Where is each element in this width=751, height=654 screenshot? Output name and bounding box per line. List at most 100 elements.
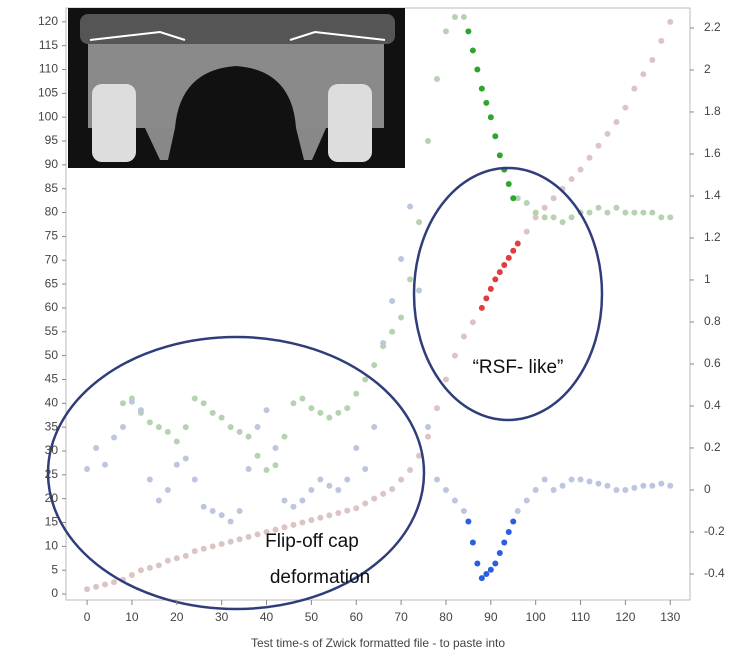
point [219,512,225,518]
x-tick-label: 90 [484,610,498,624]
point [595,205,601,211]
point [317,476,323,482]
point [613,119,619,125]
point [371,424,377,430]
point [344,476,350,482]
y-tick-label: 25 [45,467,59,481]
point [465,28,471,34]
point [407,276,413,282]
point [317,410,323,416]
point [569,476,575,482]
y-tick-label: 85 [45,181,59,195]
point [255,531,261,537]
y2-tick-label: -0.4 [704,566,725,580]
point [398,256,404,262]
point [595,143,601,149]
point [147,565,153,571]
point [452,353,458,359]
point [237,536,243,542]
point [551,487,557,493]
point [84,466,90,472]
point [111,579,117,585]
point [479,575,485,581]
point [595,481,601,487]
point [353,445,359,451]
point [465,518,471,524]
annotation: Flip-off cap [265,531,359,552]
point [201,546,207,552]
point [165,558,171,564]
x-tick-label: 100 [526,610,546,624]
point [542,476,548,482]
point [237,508,243,514]
point [569,176,575,182]
point [667,214,673,220]
point [667,19,673,25]
chart: “RSF- like” Flip-off cap deformation Tes… [0,0,751,654]
point [84,586,90,592]
point [264,467,270,473]
point [443,487,449,493]
point [138,407,144,413]
point [264,407,270,413]
point [156,562,162,568]
point [308,405,314,411]
point [299,396,305,402]
point [398,477,404,483]
point [407,467,413,473]
point [290,504,296,510]
point [470,539,476,545]
point [192,548,198,554]
point [138,567,144,573]
point [389,329,395,335]
point [587,479,593,485]
point [156,497,162,503]
point [622,487,628,493]
point [120,424,126,430]
y-tick-label: 40 [45,395,59,409]
point [488,286,494,292]
point [501,262,507,268]
point [174,462,180,468]
point [501,539,507,545]
point [210,508,216,514]
y-tick-label: 75 [45,229,59,243]
point [165,487,171,493]
y-tick-label: 10 [45,539,59,553]
point [416,219,422,225]
point [174,438,180,444]
point [147,476,153,482]
point [228,518,234,524]
point [461,14,467,20]
point [299,497,305,503]
point [362,500,368,506]
point [658,481,664,487]
point [353,391,359,397]
point [524,200,530,206]
point [631,86,637,92]
inset-image [68,8,405,168]
point [488,114,494,120]
point [102,462,108,468]
point [510,248,516,254]
y-tick-label: 50 [45,348,59,362]
point [246,534,252,540]
point [515,508,521,514]
point [165,429,171,435]
point [326,512,332,518]
point [272,445,278,451]
point [524,229,530,235]
point [483,100,489,106]
point [640,483,646,489]
point [667,483,673,489]
point [434,405,440,411]
y-tick-label: 100 [38,109,58,123]
point [228,424,234,430]
point [425,434,431,440]
point [335,510,341,516]
point [272,462,278,468]
point [649,57,655,63]
point [299,520,305,526]
x-tick-label: 30 [215,610,229,624]
y2-tick-label: 0.4 [704,398,721,412]
